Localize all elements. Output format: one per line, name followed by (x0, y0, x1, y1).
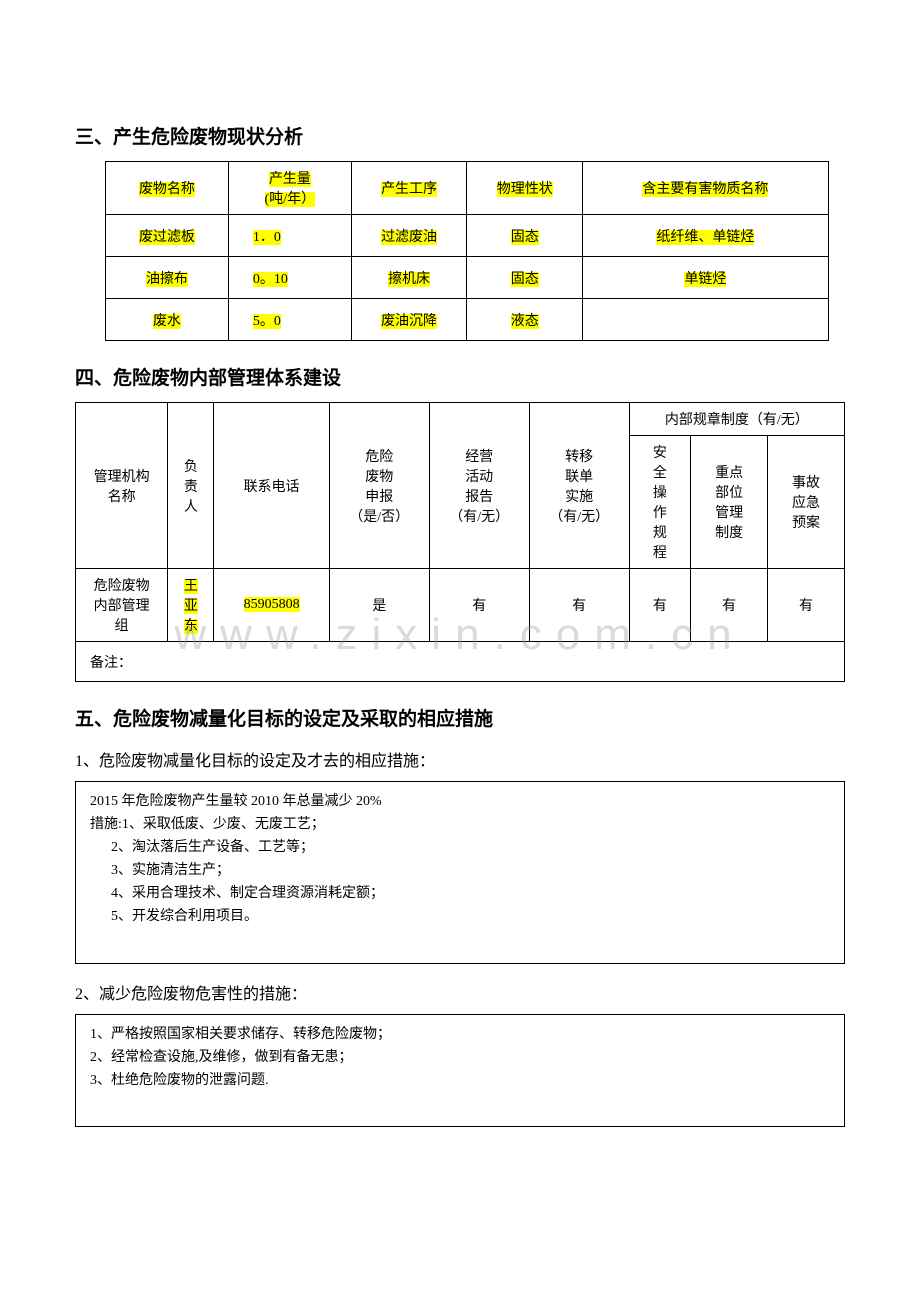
remark-cell: 备注： (76, 642, 845, 682)
col-header: 废物名称 (139, 182, 195, 197)
text-line: 2015 年危险废物产生量较 2010 年总量减少 20% (90, 790, 830, 813)
cell: 王亚东 (184, 579, 198, 634)
section5-sub2-title: 2、减少危险废物危害性的措施： (75, 980, 845, 1004)
text-line: 1、严格按照国家相关要求储存、转移危险废物； (90, 1023, 830, 1046)
cell: 有 (691, 569, 768, 642)
table-header-row: 管理机构名称 负责人 联系电话 危险废物申报（是/否） 经营活动报告（有/无） … (76, 403, 845, 436)
section5-sub1-title: 1、危险废物减量化目标的设定及才去的相应措施： (75, 747, 845, 771)
col-header: 转移联单实施（有/无） (529, 403, 629, 569)
cell: 固态 (511, 230, 539, 245)
cell: 是 (329, 569, 429, 642)
text-line: 5、开发综合利用项目。 (90, 905, 830, 928)
cell: 5。0 (253, 314, 281, 329)
cell: 废油沉降 (381, 314, 437, 329)
col-header: 产生量(吨/年） (265, 172, 316, 207)
col-header: 负责人 (168, 403, 214, 569)
col-header: 经营活动报告（有/无） (429, 403, 529, 569)
section4-table: 管理机构名称 负责人 联系电话 危险废物申报（是/否） 经营活动报告（有/无） … (75, 402, 845, 682)
col-header: 危险废物申报（是/否） (329, 403, 429, 569)
col-header: 物理性状 (497, 182, 553, 197)
table-row: 危险废物内部管理组 王亚东 85905808 是 有 有 有 有 有 (76, 569, 845, 642)
col-header: 重点部位管理制度 (691, 436, 768, 569)
col-header: 联系电话 (214, 403, 329, 569)
cell: 85905808 (244, 597, 300, 612)
table-header-row: 废物名称 产生量(吨/年） 产生工序 物理性状 含主要有害物质名称 (106, 162, 829, 215)
table-row: 油擦布 0。10 擦机床 固态 单链烃 (106, 257, 829, 299)
text-line: 3、杜绝危险废物的泄露问题. (90, 1069, 830, 1092)
cell: 擦机床 (388, 272, 430, 287)
col-header: 事故应急预案 (768, 436, 845, 569)
section4-heading: 四、危险废物内部管理体系建设 (75, 363, 845, 390)
cell: 废水 (153, 314, 181, 329)
cell: 有 (768, 569, 845, 642)
cell: 有 (629, 569, 691, 642)
col-header: 管理机构名称 (76, 403, 168, 569)
cell: 固态 (511, 272, 539, 287)
table-remark-row: 备注： (76, 642, 845, 682)
cell: 0。10 (253, 272, 288, 287)
text-line: 措施:1、采取低废、少废、无废工艺； (90, 813, 830, 836)
table-row: 废过滤板 1．0 过滤废油 固态 纸纤维、单链烃 (106, 215, 829, 257)
text-line: 2、淘汰落后生产设备、工艺等； (90, 836, 830, 859)
col-header: 含主要有害物质名称 (642, 182, 768, 197)
cell: 1．0 (253, 230, 281, 245)
cell: 危险废物内部管理组 (76, 569, 168, 642)
cell: 油擦布 (146, 272, 188, 287)
cell: 单链烃 (684, 272, 726, 287)
section5-sub2-box: 1、严格按照国家相关要求储存、转移危险废物； 2、经常检查设施,及维修，做到有备… (75, 1014, 845, 1127)
cell: 废过滤板 (139, 230, 195, 245)
col-header: 安全操作规程 (629, 436, 691, 569)
text-line: 3、实施清洁生产； (90, 859, 830, 882)
cell: 有 (429, 569, 529, 642)
section5-sub1-box: 2015 年危险废物产生量较 2010 年总量减少 20% 措施:1、采取低废、… (75, 781, 845, 964)
table-row: 废水 5。0 废油沉降 液态 (106, 299, 829, 341)
col-header-group: 内部规章制度（有/无） (629, 403, 844, 436)
section5-heading: 五、危险废物减量化目标的设定及采取的相应措施 (75, 704, 845, 731)
section3-heading: 三、产生危险废物现状分析 (75, 122, 845, 149)
text-line: 2、经常检查设施,及维修，做到有备无患； (90, 1046, 830, 1069)
col-header: 产生工序 (381, 182, 437, 197)
cell: 纸纤维、单链烃 (656, 230, 754, 245)
cell: 过滤废油 (381, 230, 437, 245)
cell: 液态 (511, 314, 539, 329)
cell: 有 (529, 569, 629, 642)
text-line: 4、采用合理技术、制定合理资源消耗定额； (90, 882, 830, 905)
section3-table: 废物名称 产生量(吨/年） 产生工序 物理性状 含主要有害物质名称 废过滤板 1… (105, 161, 829, 341)
